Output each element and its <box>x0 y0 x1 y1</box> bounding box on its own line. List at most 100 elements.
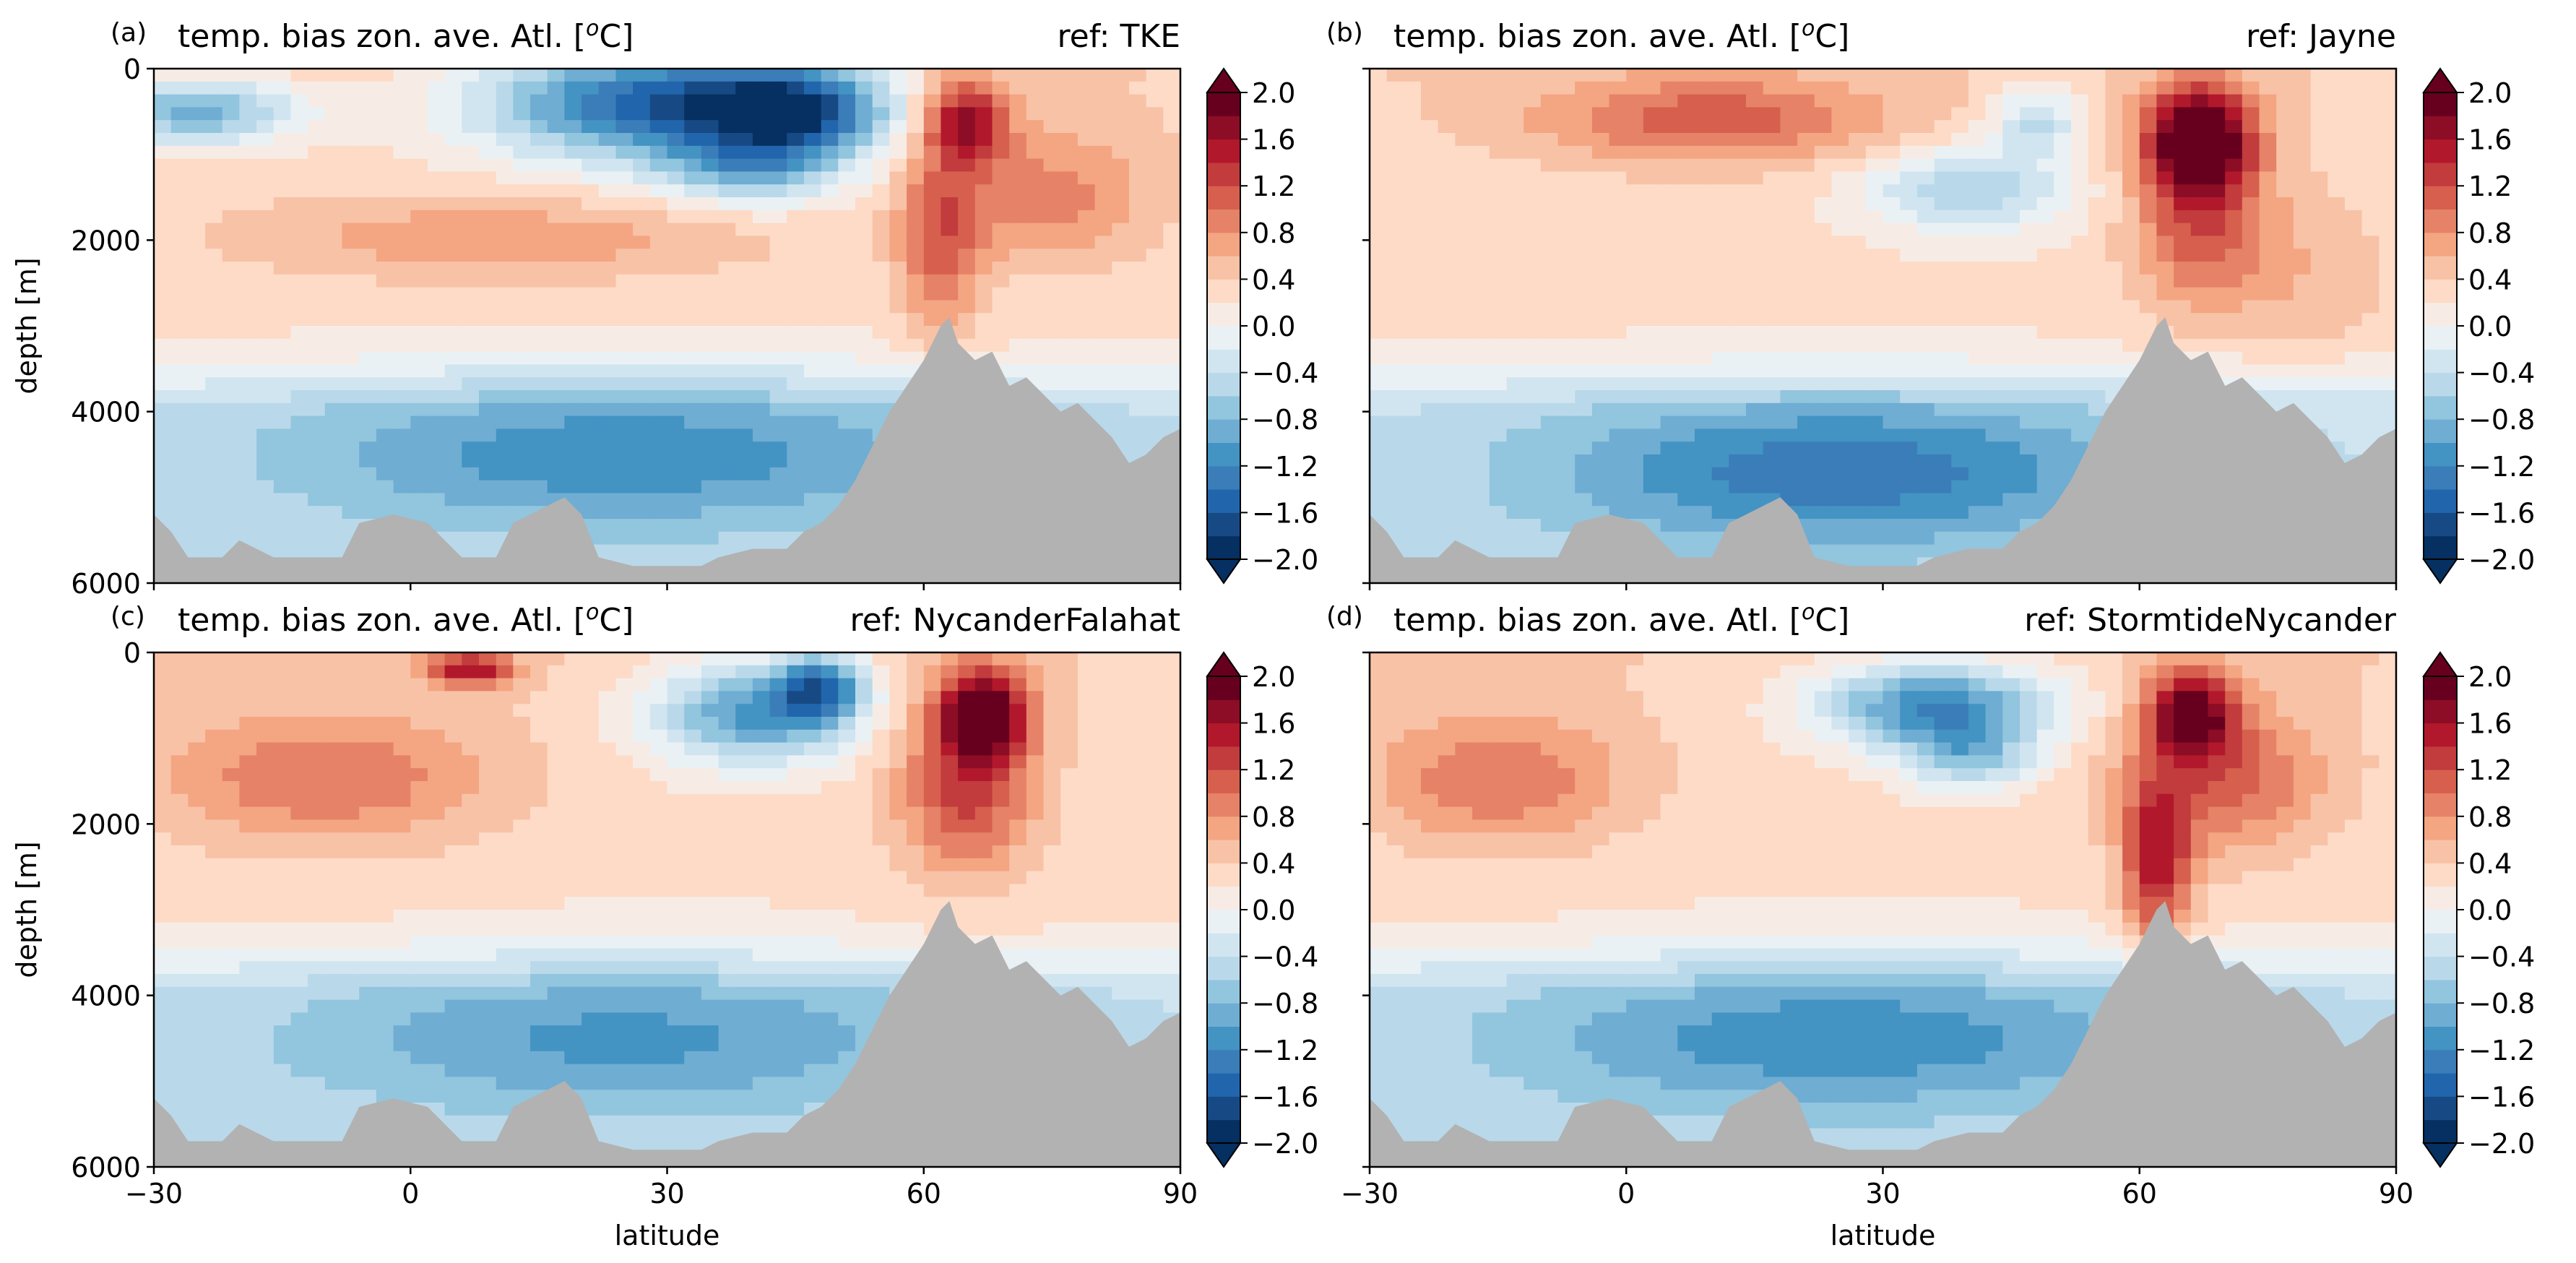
heatmap-cell <box>1591 441 1610 455</box>
heatmap-cell <box>239 81 257 95</box>
heatmap-cell <box>1746 197 1764 211</box>
heatmap-cell <box>1711 467 1729 481</box>
heatmap-cell <box>1060 158 1079 172</box>
heatmap-cell <box>598 480 617 493</box>
heatmap-cell <box>701 287 719 301</box>
heatmap-cell <box>1575 313 1593 327</box>
heatmap-cell <box>1677 81 1695 95</box>
heatmap-cell <box>1729 158 1747 172</box>
heatmap-cell <box>1438 493 1456 507</box>
heatmap-cell <box>1609 351 1627 365</box>
heatmap-cell <box>154 287 172 301</box>
heatmap-cell <box>1643 377 1661 391</box>
heatmap-cell <box>1900 415 1918 429</box>
heatmap-cell <box>598 274 617 288</box>
heatmap-cell <box>410 454 428 468</box>
heatmap-cell <box>154 729 172 743</box>
heatmap-cell <box>615 249 634 262</box>
heatmap-cell <box>1523 351 1542 365</box>
heatmap-cell <box>273 249 292 262</box>
heatmap-cell <box>1677 236 1695 249</box>
heatmap-cell <box>170 287 189 301</box>
heatmap-cell <box>1660 506 1678 520</box>
heatmap-cell <box>2328 145 2346 160</box>
heatmap-cell <box>1370 262 1388 275</box>
heatmap-cell <box>1677 531 1695 546</box>
heatmap-cell <box>1763 69 1781 82</box>
heatmap-cell <box>1934 402 1952 417</box>
heatmap-cell <box>427 338 446 353</box>
heatmap-cell <box>1438 94 1456 108</box>
heatmap-cell <box>1814 506 1833 520</box>
colorbar-extend-min <box>2422 559 2458 585</box>
heatmap-cell <box>359 249 377 262</box>
heatmap-cell <box>444 326 462 340</box>
heatmap-cell <box>1077 236 1096 249</box>
heatmap-cell <box>462 428 480 442</box>
heatmap-cell <box>1129 428 1147 442</box>
heatmap-cell <box>205 544 223 558</box>
heatmap-cell <box>787 262 805 275</box>
heatmap-cell <box>1968 184 1987 198</box>
heatmap-cell <box>1849 223 1867 236</box>
heatmap-cell <box>1386 236 1404 249</box>
heatmap-cell <box>188 171 206 185</box>
heatmap-cell <box>1626 120 1644 134</box>
heatmap-cell <box>273 454 292 468</box>
heatmap-cell <box>1677 326 1695 340</box>
heatmap-cell <box>1660 262 1678 275</box>
heatmap-cell <box>462 364 480 378</box>
heatmap-cell <box>359 236 377 249</box>
heatmap-cell <box>2328 69 2346 82</box>
heatmap-cell <box>821 326 839 340</box>
heatmap-cell <box>855 69 873 82</box>
heatmap-cell <box>479 467 497 481</box>
heatmap-cell <box>1557 454 1576 468</box>
heatmap-cell <box>1421 364 1439 378</box>
heatmap-cell <box>1626 145 1644 160</box>
heatmap-cell <box>2190 326 2209 340</box>
heatmap-cell <box>1026 120 1045 134</box>
heatmap-cell <box>324 454 343 468</box>
heatmap-cell <box>2310 184 2328 198</box>
heatmap-cell <box>787 338 805 353</box>
heatmap-cell <box>342 480 360 493</box>
heatmap-cell <box>735 531 753 546</box>
heatmap-cell <box>2361 351 2380 365</box>
heatmap-cell <box>2020 480 2038 493</box>
heatmap-cell <box>974 81 993 95</box>
heatmap-cell <box>804 441 822 455</box>
colorbar-bin <box>2424 535 2457 560</box>
heatmap-cell <box>1472 415 1490 429</box>
heatmap-cell <box>1780 402 1798 417</box>
heatmap-cell <box>1146 120 1164 134</box>
heatmap-cell <box>787 69 805 82</box>
heatmap-cell <box>1557 145 1576 160</box>
heatmap-cell <box>1968 493 1987 507</box>
heatmap-cell <box>2054 133 2072 147</box>
heatmap-cell <box>2036 377 2054 391</box>
heatmap-cell <box>1831 184 1849 198</box>
heatmap-cell <box>359 313 377 327</box>
heatmap-cell <box>1695 415 1713 429</box>
heatmap-cell <box>530 364 548 378</box>
heatmap-cell <box>667 300 685 314</box>
heatmap-cell <box>1865 274 1884 288</box>
heatmap-cell <box>958 171 976 185</box>
heatmap-cell <box>1934 415 1952 429</box>
heatmap-cell <box>769 210 787 224</box>
heatmap-cell <box>1695 351 1713 365</box>
heatmap-cell <box>598 326 617 340</box>
heatmap-cell <box>1438 415 1456 429</box>
heatmap-cell <box>1934 210 1952 224</box>
heatmap-cell <box>2361 287 2380 301</box>
heatmap-cell <box>1865 184 1884 198</box>
heatmap-cell <box>154 262 172 275</box>
heatmap-cell <box>1438 133 1456 147</box>
heatmap-cell <box>1660 274 1678 288</box>
colorbar-bin <box>2424 139 2457 163</box>
heatmap-cell <box>290 390 308 404</box>
heatmap-cell <box>1523 313 1542 327</box>
heatmap-cell <box>1455 236 1473 249</box>
